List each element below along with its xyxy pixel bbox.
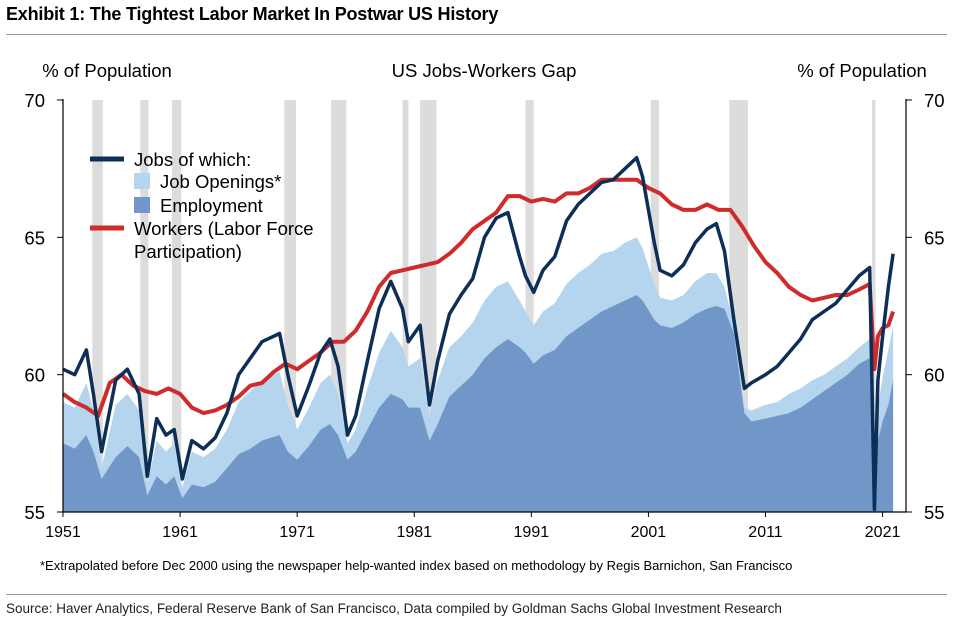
line-series — [61, 155, 895, 512]
title-divider — [6, 34, 947, 35]
y-tick-label-right: 70 — [924, 90, 945, 111]
legend-label: Employment — [160, 195, 263, 216]
series-line-jobs — [62, 155, 895, 512]
legend-swatch — [134, 197, 150, 213]
recession-band — [284, 100, 296, 512]
y-tick-label-right: 55 — [924, 502, 945, 523]
legend-label: Workers (Labor Force — [134, 218, 314, 239]
x-tick-label: 1961 — [162, 524, 198, 541]
legend: Jobs of which:Job Openings* EmploymentWor… — [90, 149, 314, 262]
y-tick-label-right: 60 — [924, 365, 945, 386]
recession-band — [525, 100, 534, 512]
series-line-workers — [61, 177, 895, 418]
x-tick-label: 2011 — [748, 524, 783, 541]
x-tick-label: 1971 — [279, 524, 315, 541]
y-tick-label-left: 70 — [24, 90, 45, 111]
x-tick-label: 1991 — [514, 524, 550, 541]
y-tick-label-left: 55 — [24, 502, 45, 523]
recession-band — [171, 100, 182, 512]
recession-band — [872, 100, 876, 512]
y-tick-label-left: 65 — [24, 227, 45, 248]
y-tick-label-right: 65 — [924, 227, 945, 248]
area-series — [63, 237, 894, 513]
legend-label: Job Openings* — [160, 171, 281, 192]
recession-band — [140, 100, 149, 512]
y-axis-label-right: % of Population — [797, 60, 927, 81]
exhibit-title: Exhibit 1: The Tightest Labor Market In … — [6, 4, 499, 24]
axes: 55 55 60 60 65 65 70 70 1951 1961 1971 1981 1991 2001… — [24, 90, 944, 541]
x-tick-label: 2021 — [865, 524, 901, 541]
x-tick-label: 2001 — [631, 524, 667, 541]
x-tick-label: 1951 — [45, 524, 81, 541]
y-tick-label-left: 60 — [24, 365, 45, 386]
recession-band — [402, 100, 409, 512]
series-area-employment — [63, 295, 894, 512]
chart-title: US Jobs-Workers Gap — [392, 60, 577, 81]
chart: US Jobs-Workers Gap % of Population % of… — [24, 60, 944, 541]
recession-band — [92, 100, 103, 512]
legend-label: Participation) — [134, 241, 242, 262]
legend-label: Jobs of which: — [134, 149, 251, 170]
source-divider — [6, 594, 947, 595]
legend-swatch — [134, 173, 150, 189]
y-axis-label-left: % of Population — [42, 60, 172, 81]
footnote: *Extrapolated before Dec 2000 using the … — [40, 558, 793, 573]
x-tick-label: 1981 — [396, 524, 432, 541]
source-note: Source: Haver Analytics, Federal Reserve… — [6, 601, 782, 616]
